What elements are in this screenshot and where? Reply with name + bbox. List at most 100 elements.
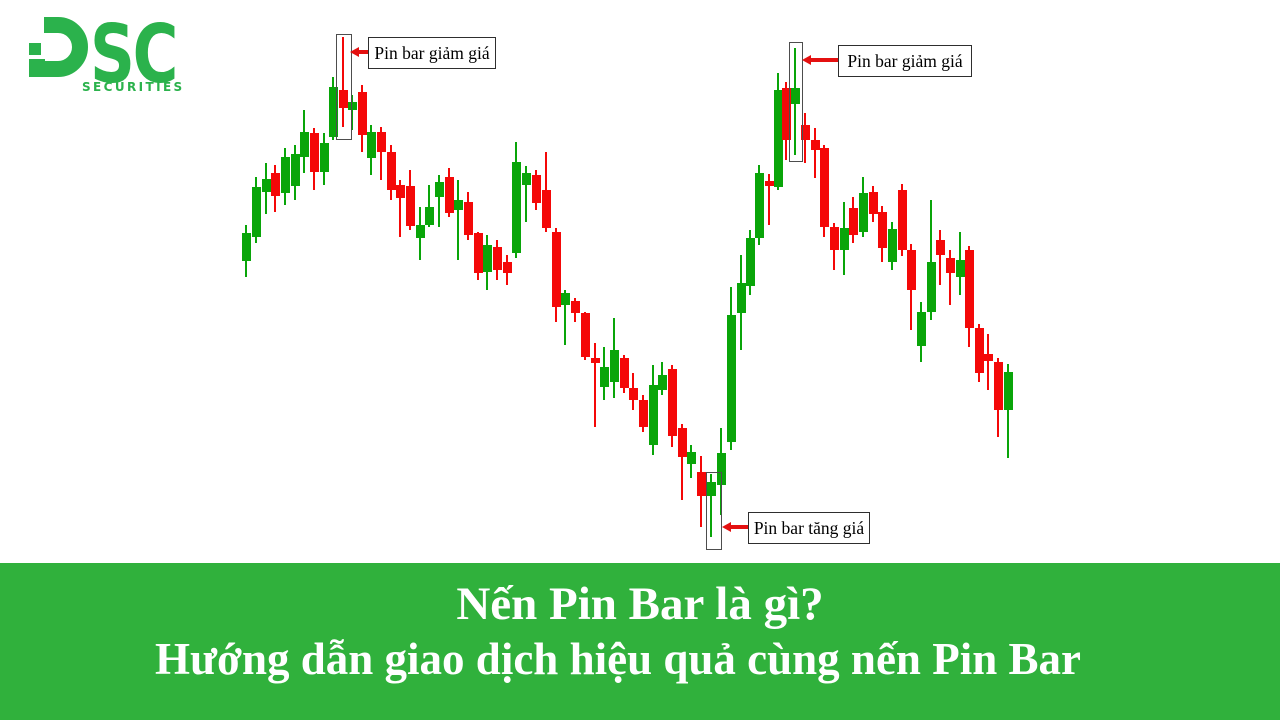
candle-body	[658, 375, 667, 390]
candle-body	[849, 208, 858, 235]
dsc-securities-logo: SC SECURITIES	[0, 0, 220, 110]
candle-body	[552, 232, 561, 307]
candle-body	[591, 358, 600, 363]
candle-body	[869, 192, 878, 214]
pin-bar-marker-rect	[789, 42, 803, 162]
title-banner: Nến Pin Bar là gì? Hướng dẫn giao dịch h…	[0, 563, 1280, 720]
candle-body	[600, 367, 609, 387]
candle-body	[454, 200, 463, 210]
candle-body	[707, 482, 716, 496]
annotation-arrow-line	[358, 50, 368, 54]
candle-wick	[681, 424, 683, 500]
candle-body	[493, 247, 502, 270]
candle-body	[746, 238, 755, 286]
candle-body	[840, 228, 849, 250]
candle-body	[300, 132, 309, 157]
arrow-left-icon	[350, 47, 359, 57]
candle-body	[927, 262, 936, 312]
candle-wick	[814, 128, 816, 178]
candle-body	[620, 358, 629, 388]
logo-text-sc: SC	[90, 8, 178, 101]
candle-wick	[564, 290, 566, 345]
candle-body	[791, 88, 800, 104]
candle-body	[358, 92, 367, 135]
candle-body	[262, 179, 271, 192]
candle-body	[649, 385, 658, 445]
candle-body	[483, 245, 492, 272]
candle-body	[907, 250, 916, 290]
candle-body	[339, 90, 348, 108]
candle-body	[946, 258, 955, 273]
candle-body	[755, 173, 764, 238]
candle-wick	[939, 230, 941, 285]
candle-body	[367, 132, 376, 158]
annotation-arrow-line	[810, 58, 838, 62]
candle-wick	[949, 250, 951, 305]
candle-body	[878, 212, 887, 248]
candle-body	[717, 453, 726, 485]
candle-body	[512, 162, 521, 253]
candle-body	[936, 240, 945, 255]
candle-body	[242, 233, 251, 261]
dsc-logo-d-icon	[29, 17, 88, 77]
candle-wick	[399, 180, 401, 237]
candle-body	[542, 190, 551, 228]
candle-body	[252, 187, 261, 237]
candle-body	[416, 225, 425, 238]
candle-body	[348, 102, 357, 110]
arrow-left-icon	[722, 522, 731, 532]
candle-body	[435, 182, 444, 197]
candle-body	[965, 250, 974, 328]
candle-body	[329, 87, 338, 137]
candle-body	[811, 140, 820, 150]
candle-body	[697, 472, 706, 496]
candle-body	[1004, 372, 1013, 410]
candle-body	[956, 260, 965, 277]
candle-wick	[710, 474, 712, 537]
candle-wick	[987, 334, 989, 390]
candle-body	[737, 283, 746, 313]
pin-bar-marker-rect	[336, 34, 352, 140]
candle-body	[396, 185, 405, 198]
candle-body	[281, 157, 290, 193]
candle-body	[387, 152, 396, 190]
candlestick-chart: Pin bar giảm giá Pin bar giảm giá Pin bar …	[242, 34, 1013, 550]
title-line-1: Nến Pin Bar là gì?	[456, 578, 824, 630]
candle-body	[782, 88, 791, 140]
candle-body	[678, 428, 687, 457]
candle-body	[859, 193, 868, 232]
candle-body	[445, 177, 454, 213]
candle-body	[888, 229, 897, 262]
candle-body	[774, 90, 783, 187]
candle-body	[474, 233, 483, 273]
candle-body	[801, 125, 810, 140]
candle-body	[406, 186, 415, 226]
candle-body	[994, 362, 1003, 410]
pin-bar-annotation-label: Pin bar tăng giá	[748, 512, 870, 544]
annotation-arrow-line	[730, 525, 748, 529]
candle-body	[820, 148, 829, 227]
candle-body	[425, 207, 434, 225]
candle-body	[639, 400, 648, 427]
candle-wick	[428, 185, 430, 227]
candle-wick	[930, 200, 932, 320]
candle-wick	[1007, 364, 1009, 458]
candle-body	[571, 301, 580, 313]
candle-body	[727, 315, 736, 442]
candle-body	[291, 154, 300, 186]
candle-wick	[525, 166, 527, 222]
candle-body	[464, 202, 473, 235]
candle-body	[629, 388, 638, 400]
title-line-2: Hướng dẫn giao dịch hiệu quả cùng nến Pi…	[155, 634, 1081, 684]
candle-body	[310, 133, 319, 172]
candle-wick	[351, 95, 353, 130]
candle-body	[917, 312, 926, 346]
candle-wick	[594, 343, 596, 427]
pin-bar-annotation-label: Pin bar giảm giá	[368, 37, 496, 69]
candle-body	[898, 190, 907, 250]
candle-wick	[342, 37, 344, 127]
candle-body	[532, 175, 541, 203]
candle-body	[975, 328, 984, 373]
candle-body	[320, 143, 329, 172]
